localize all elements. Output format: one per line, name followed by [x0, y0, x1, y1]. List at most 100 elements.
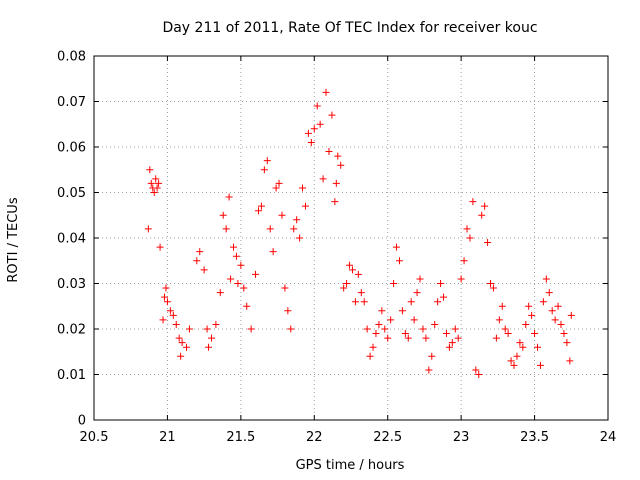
- data-point-marker: [381, 325, 389, 333]
- data-point-marker: [548, 307, 556, 315]
- chart-title: Day 211 of 2011, Rate Of TEC Index for r…: [162, 20, 537, 36]
- data-point-marker: [162, 284, 170, 292]
- data-point-marker: [185, 325, 193, 333]
- y-axis-ticks: 0 0.01 0.02 0.03 0.04 0.05 0.06 0.07 0.08: [57, 50, 608, 429]
- data-point-marker: [516, 339, 524, 347]
- data-point-marker: [366, 352, 374, 360]
- data-point-marker: [437, 280, 445, 287]
- data-point-marker: [178, 339, 186, 347]
- y-tick-label: 0.03: [57, 277, 86, 292]
- data-point-marker: [163, 298, 171, 306]
- data-point-marker: [560, 330, 568, 338]
- data-point-marker: [216, 289, 224, 297]
- data-point-marker: [539, 298, 547, 306]
- y-tick-label: 0: [78, 414, 86, 429]
- data-point-marker: [150, 189, 158, 196]
- data-point-marker: [416, 275, 424, 283]
- data-point-marker: [393, 243, 401, 251]
- data-point-marker: [566, 357, 574, 365]
- data-point-marker: [304, 129, 312, 137]
- x-tick-label: 21: [159, 430, 176, 445]
- data-point-marker: [525, 302, 533, 310]
- data-point-marker: [337, 161, 345, 169]
- data-point-marker: [563, 339, 571, 347]
- data-point-marker: [442, 330, 450, 338]
- x-axis-label: GPS time / hours: [296, 458, 405, 473]
- data-point-marker: [419, 325, 427, 333]
- data-point-marker: [348, 266, 356, 274]
- data-point-marker: [153, 184, 161, 192]
- data-point-marker: [322, 88, 330, 96]
- x-tick-label: 22: [306, 430, 323, 445]
- data-point-marker: [147, 179, 155, 187]
- data-point-marker: [422, 334, 430, 342]
- data-point-marker: [257, 202, 265, 210]
- data-point-marker: [398, 307, 406, 315]
- data-point-marker: [293, 216, 301, 224]
- data-point-marker: [222, 225, 230, 233]
- data-point-marker: [200, 266, 208, 274]
- data-point-marker: [203, 325, 211, 333]
- data-point-marker: [534, 343, 542, 351]
- data-point-marker: [175, 334, 183, 342]
- data-point-marker: [481, 202, 489, 210]
- data-point-marker: [331, 198, 339, 206]
- data-point-marker: [346, 261, 354, 269]
- data-point-marker: [146, 166, 154, 174]
- data-point-marker: [281, 284, 289, 292]
- data-point-marker: [428, 352, 436, 360]
- data-point-marker: [232, 252, 240, 260]
- data-point-marker: [498, 302, 506, 310]
- x-tick-label: 20.5: [80, 430, 109, 445]
- data-point-marker: [445, 343, 453, 351]
- x-tick-label: 23: [453, 430, 470, 445]
- data-point-marker: [301, 202, 309, 210]
- data-point-marker: [384, 334, 392, 342]
- data-point-marker: [205, 343, 213, 351]
- data-point-marker: [144, 225, 152, 233]
- data-point-marker: [407, 298, 415, 306]
- data-point-marker: [332, 179, 340, 187]
- data-point-marker: [542, 275, 550, 283]
- data-point-marker: [489, 284, 497, 292]
- data-point-marker: [478, 211, 486, 219]
- data-point-marker: [451, 325, 459, 333]
- data-point-marker: [513, 352, 521, 360]
- data-point-marker: [475, 371, 483, 378]
- y-tick-label: 0.02: [57, 323, 86, 338]
- data-point-marker: [501, 325, 509, 333]
- y-tick-label: 0.08: [57, 50, 86, 65]
- data-points: [144, 88, 575, 378]
- data-point-marker: [460, 257, 468, 265]
- data-point-marker: [296, 234, 304, 242]
- data-point-marker: [310, 125, 318, 133]
- data-point-marker: [212, 320, 220, 328]
- data-point-marker: [351, 298, 359, 306]
- data-point-marker: [357, 289, 365, 297]
- y-tick-label: 0.05: [57, 186, 86, 201]
- data-point-marker: [334, 152, 342, 160]
- data-point-marker: [169, 311, 177, 319]
- data-point-marker: [390, 280, 398, 287]
- data-point-marker: [269, 248, 277, 256]
- data-point-marker: [413, 289, 421, 297]
- data-point-marker: [290, 225, 298, 233]
- data-point-marker: [313, 102, 321, 110]
- data-point-marker: [247, 325, 255, 333]
- data-point-marker: [401, 330, 409, 338]
- data-point-marker: [325, 148, 333, 156]
- data-point-marker: [307, 138, 315, 146]
- data-point-marker: [272, 184, 280, 192]
- data-point-marker: [230, 243, 238, 251]
- y-tick-label: 0.07: [57, 95, 86, 110]
- data-point-marker: [507, 357, 515, 365]
- data-point-marker: [372, 330, 380, 338]
- data-point-marker: [469, 198, 477, 206]
- data-point-marker: [156, 243, 164, 251]
- data-point-marker: [557, 320, 565, 328]
- data-point-marker: [510, 361, 518, 369]
- data-point-marker: [263, 157, 271, 165]
- x-tick-label: 23.5: [520, 430, 549, 445]
- data-point-marker: [316, 120, 324, 128]
